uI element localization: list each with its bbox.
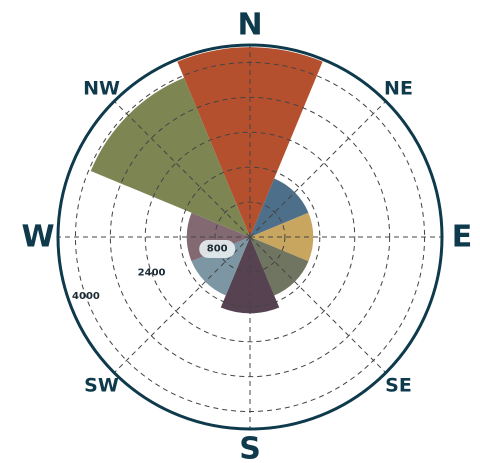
grid-ring-2400 — [144, 131, 356, 343]
direction-label-nw: NW — [83, 78, 120, 100]
direction-label-w: W — [21, 220, 54, 255]
grid-ring-800 — [214, 201, 286, 273]
radial-tick-bg-800 — [199, 239, 236, 258]
labels-layer: N NE E SE S SW W NW 800 2400 4000 — [21, 8, 472, 463]
direction-label-se: SE — [385, 374, 412, 396]
grid-spoke-se — [249, 236, 387, 374]
direction-label-s: S — [239, 432, 261, 463]
radial-tick-label-800: 800 — [207, 243, 228, 254]
grid-layer — [58, 45, 442, 429]
radial-tick-label-2400: 2400 — [138, 267, 166, 278]
sectors-layer — [90, 47, 323, 314]
direction-label-ne: NE — [384, 78, 413, 100]
grid-spoke-ne — [249, 100, 387, 238]
radial-tick-label-4000: 4000 — [72, 291, 100, 302]
grid-spoke-nw — [113, 100, 251, 238]
direction-label-e: E — [452, 220, 473, 255]
direction-label-sw: SW — [84, 374, 119, 396]
outer-ring — [56, 43, 444, 431]
grid-spoke-sw — [113, 236, 251, 374]
grid-ring-1600 — [179, 166, 321, 308]
direction-label-n: N — [237, 8, 262, 43]
